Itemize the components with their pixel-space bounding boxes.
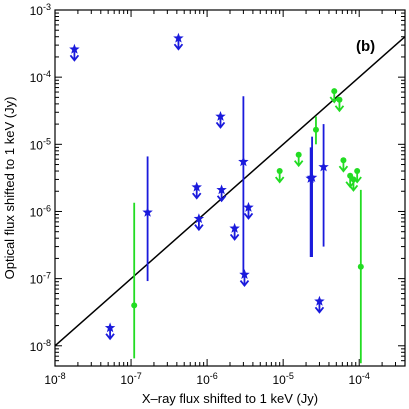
upper-limit-point bbox=[69, 43, 80, 54]
x-axis-label: X–ray flux shifted to 1 keV (Jy) bbox=[142, 391, 318, 406]
upper-limit-arrowhead bbox=[215, 121, 226, 129]
x-tick-label: 10-4 bbox=[349, 371, 370, 387]
data-marks bbox=[54, 32, 406, 364]
upper-limit-point bbox=[340, 157, 347, 164]
upper-limit-point bbox=[336, 96, 343, 103]
upper-limit-arrowhead bbox=[239, 279, 250, 287]
reference-line bbox=[54, 36, 406, 347]
upper-limit-arrowhead bbox=[352, 176, 362, 184]
upper-limit-point bbox=[216, 184, 227, 195]
upper-limit-arrowhead bbox=[293, 160, 304, 168]
upper-limit-arrowhead bbox=[192, 192, 202, 200]
y-axis-label: Optical flux shifted to 1 keV (Jy) bbox=[2, 97, 17, 280]
y-tick-label: 10-8 bbox=[30, 338, 51, 354]
panel-label: (b) bbox=[356, 38, 375, 55]
y-tick-label: 10-5 bbox=[30, 136, 51, 152]
upper-limit-arrowhead bbox=[338, 165, 349, 173]
upper-limit-arrowhead bbox=[105, 333, 115, 341]
axis-ticks bbox=[54, 9, 406, 367]
data-point bbox=[142, 206, 153, 217]
upper-limit-point bbox=[193, 213, 205, 224]
upper-limit-arrowhead bbox=[348, 184, 359, 192]
upper-limit-point bbox=[215, 110, 226, 121]
upper-limit-point bbox=[173, 32, 184, 43]
upper-limit-arrowhead bbox=[69, 54, 80, 62]
upper-limit-arrowhead bbox=[173, 43, 184, 51]
x-tick-label: 10-7 bbox=[120, 371, 141, 387]
y-tick-label: 10-7 bbox=[30, 271, 51, 287]
upper-limit-point bbox=[331, 88, 338, 95]
y-tick-label: 10-3 bbox=[30, 2, 51, 18]
x-tick-label: 10-8 bbox=[44, 371, 65, 387]
tick-labels: 10-8 10-7 10-6 10-5 10-4 10-8 10-7 10-6 10-5 10-4… bbox=[30, 2, 370, 387]
data-point bbox=[357, 263, 364, 270]
upper-limit-point bbox=[354, 168, 361, 175]
upper-limit-point bbox=[104, 322, 116, 333]
y-tick-label: 10-6 bbox=[30, 203, 51, 219]
data-point bbox=[318, 161, 329, 172]
upper-limit-point bbox=[239, 269, 250, 279]
upper-limit-arrowhead bbox=[274, 176, 285, 184]
upper-limit-arrowhead bbox=[216, 195, 227, 203]
upper-limit-arrowhead bbox=[229, 233, 240, 241]
upper-limit-arrowhead bbox=[194, 224, 204, 232]
upper-limit-arrowhead bbox=[314, 306, 325, 314]
upper-limit-point bbox=[276, 168, 283, 175]
data-point bbox=[306, 172, 318, 182]
upper-limit-point bbox=[191, 181, 202, 192]
upper-limit-arrowhead bbox=[243, 212, 254, 220]
x-tick-label: 10-5 bbox=[272, 371, 293, 387]
x-tick-label: 10-6 bbox=[196, 371, 217, 387]
upper-limit-point bbox=[243, 201, 254, 212]
upper-limit-point bbox=[314, 295, 325, 306]
upper-limit-point bbox=[295, 151, 302, 158]
data-point bbox=[131, 302, 138, 309]
y-tick-label: 10-4 bbox=[30, 69, 51, 85]
upper-limit-point bbox=[229, 222, 240, 233]
upper-limit-arrowhead bbox=[334, 105, 345, 113]
data-point bbox=[312, 126, 319, 133]
data-point bbox=[238, 156, 249, 167]
